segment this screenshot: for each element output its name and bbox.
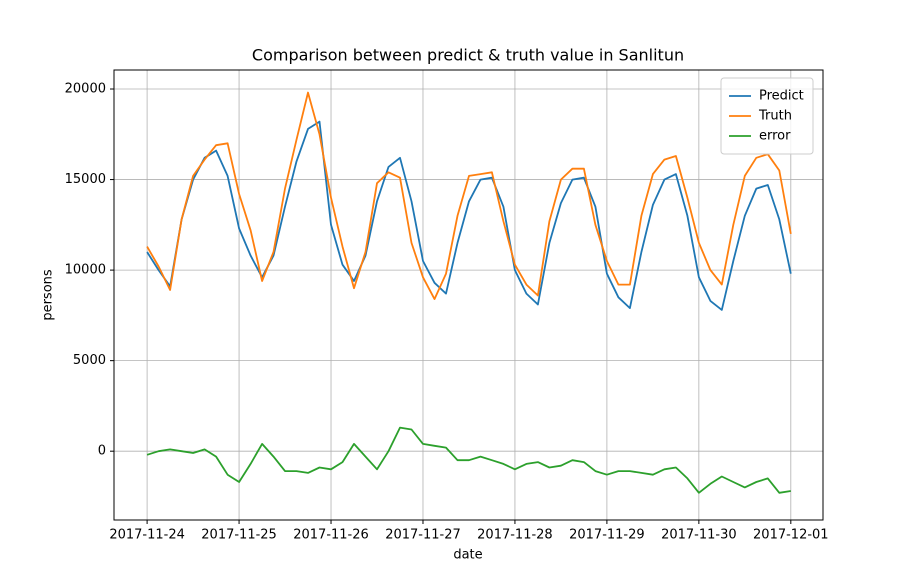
x-tick-label: 2017-11-28: [477, 528, 553, 543]
x-tick-label: 2017-11-24: [109, 528, 185, 543]
series-line: [146, 120, 792, 311]
y-tick-label: 20000: [65, 82, 106, 97]
legend-label: error: [759, 129, 791, 144]
y-tick-label: 15000: [65, 172, 106, 187]
legend-label: Predict: [759, 89, 804, 104]
x-tick-label: 2017-11-29: [569, 528, 645, 543]
y-tick-label: 5000: [73, 353, 106, 368]
chart-title: Comparison between predict & truth value…: [252, 46, 684, 65]
series-line: [146, 426, 791, 494]
x-tick-label: 2017-11-26: [293, 528, 369, 543]
x-tick-label: 2017-11-27: [385, 528, 461, 543]
x-axis-label: date: [453, 548, 482, 563]
y-tick-label: 0: [98, 444, 106, 459]
x-tick-label: 2017-11-30: [661, 528, 737, 543]
y-axis-label: persons: [41, 269, 56, 321]
x-tick-label: 2017-11-25: [201, 528, 277, 543]
plot-frame: [113, 69, 824, 521]
y-tick-label: 10000: [65, 263, 106, 278]
x-tick-label: 2017-12-01: [753, 528, 829, 543]
legend-box: [720, 77, 814, 155]
legend-label: Truth: [758, 109, 792, 124]
series-line: [146, 91, 792, 300]
